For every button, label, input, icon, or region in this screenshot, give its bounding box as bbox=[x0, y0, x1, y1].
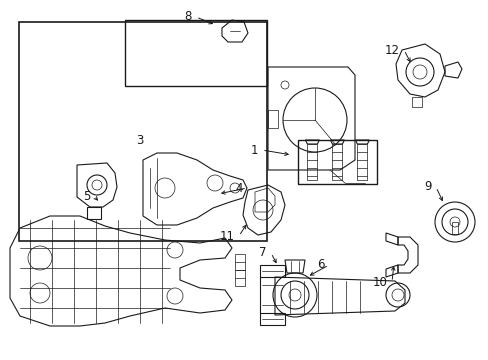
Bar bbox=[19, 22, 266, 241]
Bar bbox=[357, 144, 366, 180]
Bar bbox=[307, 144, 317, 180]
Text: 9: 9 bbox=[424, 180, 431, 194]
Text: 6: 6 bbox=[317, 258, 325, 271]
Bar bbox=[298, 140, 376, 184]
Text: 5: 5 bbox=[82, 189, 90, 202]
Text: 10: 10 bbox=[372, 275, 387, 288]
Text: 1: 1 bbox=[250, 144, 258, 157]
Text: 11: 11 bbox=[220, 230, 235, 243]
Text: 8: 8 bbox=[184, 10, 192, 23]
Bar bbox=[124, 20, 266, 86]
Text: 3: 3 bbox=[136, 134, 143, 147]
Bar bbox=[451, 222, 457, 234]
Bar bbox=[332, 144, 342, 180]
Text: 12: 12 bbox=[384, 44, 399, 57]
Bar bbox=[267, 110, 278, 128]
Text: 4: 4 bbox=[235, 181, 243, 194]
Text: 7: 7 bbox=[259, 247, 266, 260]
